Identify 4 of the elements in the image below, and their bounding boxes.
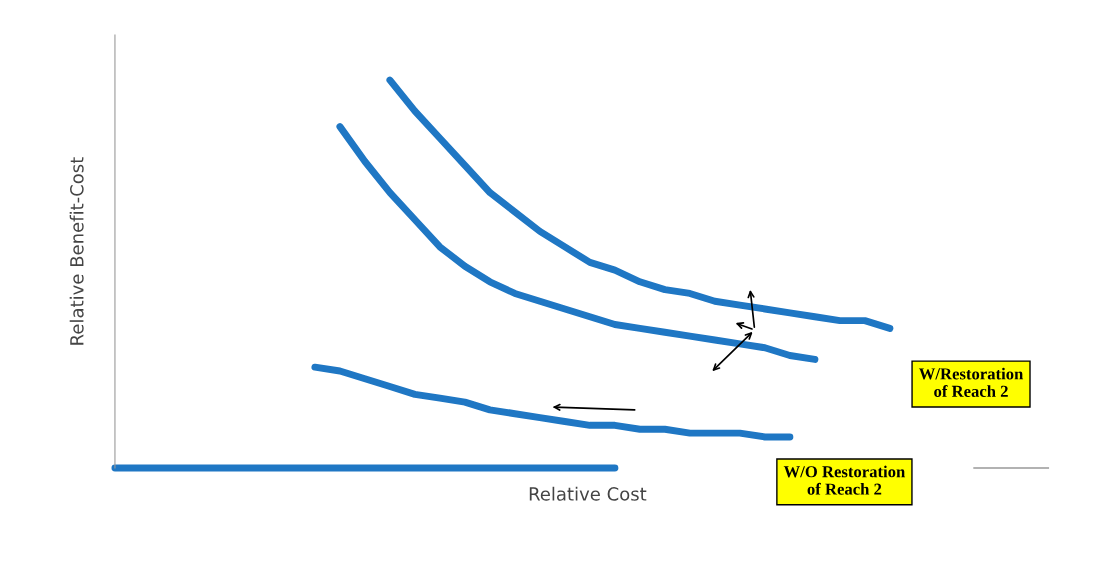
x-axis-title: Relative Cost bbox=[529, 486, 647, 501]
annotation: W/O Restoration of Reach 2 bbox=[783, 465, 906, 495]
y-axis-title: Relative Benefit-Cost bbox=[69, 157, 84, 345]
annotation: W/Restoration of Reach 2 bbox=[918, 367, 1024, 397]
